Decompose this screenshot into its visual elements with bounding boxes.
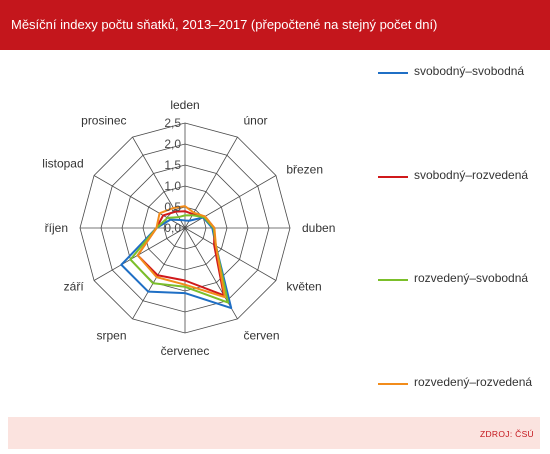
radial-tick-label: 2,5 <box>164 116 181 130</box>
legend-label: rozvedený–rozvedená <box>414 375 533 389</box>
radial-tick-label: 0,0 <box>164 221 181 235</box>
chart-title: Měsíční indexy počtu sňatků, 2013–2017 (… <box>11 17 438 32</box>
legend-swatch <box>378 383 408 385</box>
category-label: leden <box>170 98 199 112</box>
radial-tick-label: 1,5 <box>164 158 181 172</box>
grid-spoke <box>132 227 186 320</box>
radial-tick-labels: 0,0 0,5 1,0 1,5 2,0 2,5 <box>164 116 181 235</box>
grid-spoke <box>184 175 277 229</box>
category-label: únor <box>244 114 268 128</box>
legend-swatch <box>378 176 408 178</box>
source-note: ZDROJ: ČSÚ <box>480 429 534 439</box>
legend-label: svobodný–svobodná <box>414 64 525 78</box>
legend-swatch <box>378 72 408 74</box>
radial-tick-label: 1,0 <box>164 179 181 193</box>
category-label: březen <box>286 163 323 177</box>
radial-tick-label: 2,0 <box>164 137 181 151</box>
category-label: květen <box>286 280 321 294</box>
category-label: září <box>64 280 85 294</box>
category-labels: leden únor březen duben květen červen červenec… <box>42 98 335 358</box>
grid-spoke <box>184 227 238 320</box>
category-label: prosinec <box>81 114 126 128</box>
chart-header: Měsíční indexy počtu sňatků, 2013–2017 (… <box>0 0 550 50</box>
grid-spoke <box>184 227 277 281</box>
series-line <box>136 205 226 299</box>
category-label: červen <box>244 328 280 342</box>
category-label: červenec <box>161 344 210 358</box>
legend-label: rozvedený–svobodná <box>414 271 529 285</box>
category-label: listopad <box>42 157 83 171</box>
category-label: říjen <box>45 221 68 235</box>
grid-spoke <box>132 136 186 229</box>
legend-label: svobodný–rozvedená <box>414 168 529 182</box>
category-label: duben <box>302 221 335 235</box>
category-label: srpen <box>96 328 126 342</box>
legend-swatch <box>378 279 408 281</box>
radial-tick-label: 0,5 <box>164 200 181 214</box>
radar-grid <box>79 122 291 334</box>
radar-chart: 0,0 0,5 1,0 1,5 2,0 2,5 leden únor březen duben k… <box>42 98 335 358</box>
radar-series <box>120 205 233 310</box>
chart-footer: ZDROJ: ČSÚ <box>8 417 540 449</box>
